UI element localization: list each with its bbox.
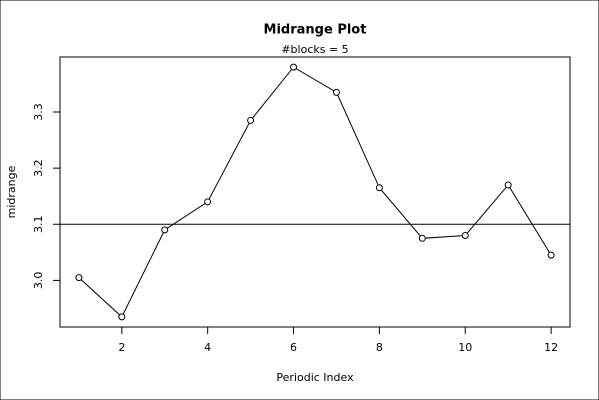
data-point (461, 232, 469, 240)
x-tick-label: 2 (118, 341, 125, 354)
x-tick-label: 6 (290, 341, 297, 354)
y-tick-label: 3.3 (32, 103, 45, 121)
data-point (332, 88, 340, 96)
plot-frame (59, 56, 571, 328)
data-point (418, 234, 426, 242)
data-point (247, 116, 255, 124)
data-point (290, 63, 298, 71)
data-point (375, 184, 383, 192)
y-tick-label: 3.2 (32, 159, 45, 177)
data-point (75, 274, 83, 282)
x-tick-label: 8 (376, 341, 383, 354)
data-line (78, 66, 552, 318)
data-point (547, 251, 555, 259)
x-axis-label: Periodic Index (276, 371, 354, 384)
data-point (504, 181, 512, 189)
data-point (204, 198, 212, 206)
data-point (118, 313, 126, 321)
y-tick-label: 3.0 (32, 272, 45, 290)
x-tick-label: 4 (204, 341, 211, 354)
y-axis-label: midrange (5, 165, 18, 218)
chart-title: Midrange Plot (264, 23, 367, 38)
x-tick-label: 10 (458, 341, 472, 354)
x-tick-label: 12 (544, 341, 558, 354)
y-tick-label: 3.1 (32, 216, 45, 234)
data-point (161, 226, 169, 234)
chart-subtitle: #blocks = 5 (281, 43, 348, 56)
